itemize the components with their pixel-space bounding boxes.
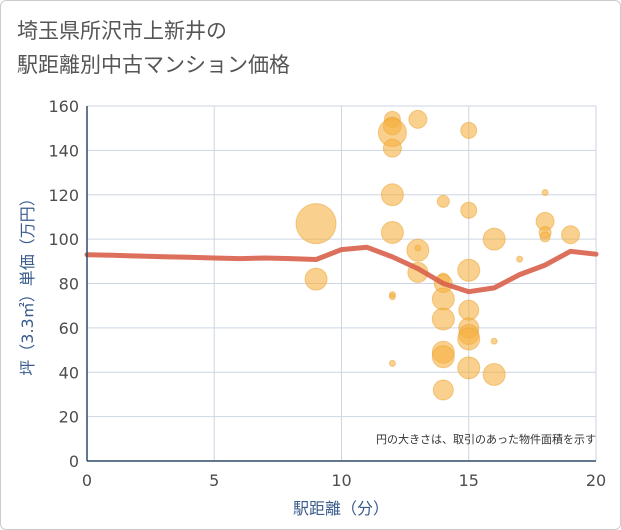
bubble-point bbox=[460, 121, 478, 139]
chart-title-line1: 埼玉県所沢市上新井の bbox=[17, 19, 227, 43]
bubble-point bbox=[457, 327, 481, 351]
y-tick-label: 60 bbox=[59, 319, 79, 338]
chart-title-line2: 駅距離別中古マンション価格 bbox=[17, 53, 290, 77]
y-tick-label: 120 bbox=[48, 186, 79, 205]
bubble-point bbox=[541, 189, 549, 197]
bubble-point bbox=[380, 183, 404, 207]
x-tick-label: 15 bbox=[459, 471, 479, 490]
y-tick-label: 20 bbox=[59, 408, 79, 427]
bubble-point bbox=[457, 356, 481, 380]
bubble-point bbox=[380, 220, 404, 244]
bubble-point bbox=[406, 238, 430, 262]
y-tick-label: 0 bbox=[69, 452, 79, 471]
bubble-point bbox=[490, 337, 498, 345]
bubble-point bbox=[432, 379, 454, 401]
bubble-point bbox=[431, 307, 455, 331]
bubble-point bbox=[482, 227, 506, 251]
bubble-point bbox=[431, 287, 455, 311]
bubble-point bbox=[458, 299, 480, 321]
axes bbox=[86, 106, 596, 462]
bubble-point bbox=[295, 203, 337, 245]
grid-lines bbox=[86, 105, 597, 462]
x-tick-label: 10 bbox=[331, 471, 351, 490]
x-tick-label: 5 bbox=[209, 471, 219, 490]
y-tick-label: 80 bbox=[59, 275, 79, 294]
bubble-point bbox=[382, 138, 402, 158]
trend-line bbox=[84, 244, 599, 295]
x-tick-label: 0 bbox=[82, 471, 92, 490]
bubble-point bbox=[304, 267, 328, 291]
x-axis-label: 駅距離（分） bbox=[293, 499, 389, 518]
bubble-size-note: 円の大きさは、取引のあった物件面積を示す bbox=[376, 432, 596, 446]
y-tick-label: 100 bbox=[48, 230, 79, 249]
bubble-point bbox=[436, 194, 450, 208]
bubble-point bbox=[561, 225, 581, 245]
y-tick-label: 40 bbox=[59, 363, 79, 382]
chart-title: 埼玉県所沢市上新井の 駅距離別中古マンション価格 bbox=[17, 14, 290, 82]
x-tick-label: 20 bbox=[586, 471, 606, 490]
bubble-point bbox=[408, 109, 428, 129]
y-tick-label: 140 bbox=[48, 141, 79, 160]
bubble-point bbox=[482, 362, 506, 386]
bubble-series bbox=[295, 109, 581, 401]
bubble-point bbox=[516, 255, 524, 263]
y-tick-label: 160 bbox=[48, 97, 79, 116]
bubble-point bbox=[431, 345, 455, 369]
bubble-point bbox=[388, 359, 396, 367]
bubble-point bbox=[460, 201, 478, 219]
bubble-point bbox=[539, 231, 551, 243]
bubble-point bbox=[388, 293, 396, 301]
y-axis-label: 坪（3.3㎡）単価（万円） bbox=[18, 190, 37, 375]
tick-labels: 0 5 10 15 20 0 20 40 60 80 100 120 140 160 bbox=[48, 97, 606, 490]
bubble-point bbox=[457, 258, 481, 282]
